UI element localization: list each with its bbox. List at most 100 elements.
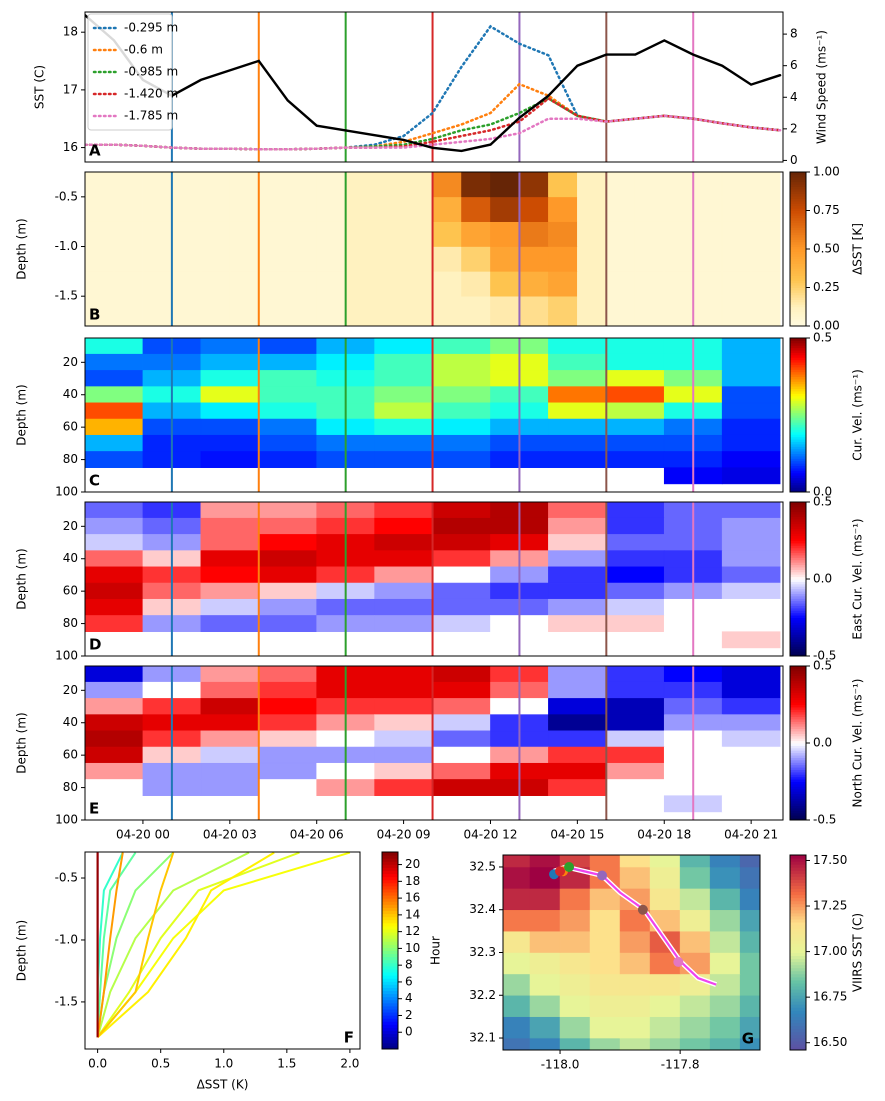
cell [548,550,607,568]
colorbar-swatch [790,885,806,890]
cell [345,295,375,326]
colorbar-swatch [382,941,398,945]
colorbar-swatch [790,783,806,787]
y-tick-label: -1.0 [55,239,78,253]
colorbar-swatch [382,990,398,995]
colorbar-swatch [790,422,806,426]
colorbar-swatch [790,931,806,935]
y-tick-label: 60 [63,420,78,434]
colorbar-swatch [790,205,806,209]
cell [721,762,781,780]
colorbar-swatch [790,915,806,920]
cell [432,246,462,272]
cell [200,582,260,600]
colorbar-swatch [382,919,398,924]
colorbar-swatch [790,217,806,221]
y-axis-label: Depth (m) [15,920,29,981]
colorbar-swatch [790,376,806,380]
colorbar-swatch [790,718,806,722]
colorbar-swatch [790,398,806,402]
y-tick-label: 80 [63,452,78,466]
colorbar-swatch [790,891,806,896]
colorbar-swatch [790,955,806,960]
y-tick-label: 4 [405,991,413,1005]
colorbar-swatch [790,395,806,399]
colorbar-swatch [790,359,806,363]
colorbar-swatch [790,557,806,561]
colorbar-swatch [790,697,806,701]
y-tick-label: 16 [405,891,420,905]
cell [85,418,144,436]
cell [634,295,665,326]
colorbar-swatch [790,925,806,929]
colorbar-swatch [790,610,806,614]
cell [721,666,781,683]
colorbar-swatch [790,174,806,178]
cell [287,221,318,247]
colorbar-swatch [790,535,806,539]
cell [589,1016,621,1039]
colorbar-swatch [790,952,806,957]
cell [200,615,260,632]
cell [529,994,561,1017]
cell [85,451,144,468]
colorbar-swatch [790,436,806,440]
y-tick-label: 8 [405,958,413,972]
colorbar-swatch [790,518,806,522]
cell [634,246,665,272]
cell [679,1016,711,1039]
cell [432,338,491,355]
colorbar-swatch [790,172,806,175]
cell [113,246,144,272]
colorbar-swatch [790,636,806,640]
cell [663,295,694,326]
colorbar-swatch [790,600,806,604]
colorbar-swatch [382,855,398,859]
cell [721,271,752,297]
cell [663,271,694,297]
cell [503,888,531,911]
colorbar-swatch [790,210,806,214]
cell [85,221,115,247]
cell [559,855,591,868]
colorbar-swatch [790,807,806,811]
colorbar-swatch [790,514,806,517]
plot-frame [84,171,784,327]
cell [606,550,665,568]
cell [374,451,433,468]
colorbar-swatch [382,922,398,927]
cell [200,172,231,198]
plot-frame [84,851,361,1050]
cell [739,866,760,889]
cell [619,855,651,868]
cell [634,172,665,198]
colorbar-swatch [790,714,806,718]
colorbar-swatch [790,1034,806,1039]
cell [142,221,173,247]
colorbar-swatch [382,885,398,890]
cell [432,386,491,404]
cell [721,714,781,732]
cell [679,1037,711,1050]
cell [85,566,144,584]
x-tick-label: 0.5 [151,1057,170,1071]
y-tick-label: 40 [63,387,78,401]
cell [548,566,607,584]
colorbar-swatch [790,976,806,981]
cell [258,353,318,371]
cell [709,930,741,953]
cell [606,615,665,632]
cell [432,353,491,371]
colorbar-swatch [790,812,806,816]
cell [692,196,723,222]
cell [606,386,665,404]
colorbar-swatch [382,944,398,948]
cell [750,295,781,326]
colorbar-swatch [790,687,806,691]
colorbar-swatch [382,938,398,942]
cell [374,353,433,371]
sst-line [85,114,782,151]
colorbar-swatch [790,193,806,197]
colorbar-swatch [790,612,806,616]
